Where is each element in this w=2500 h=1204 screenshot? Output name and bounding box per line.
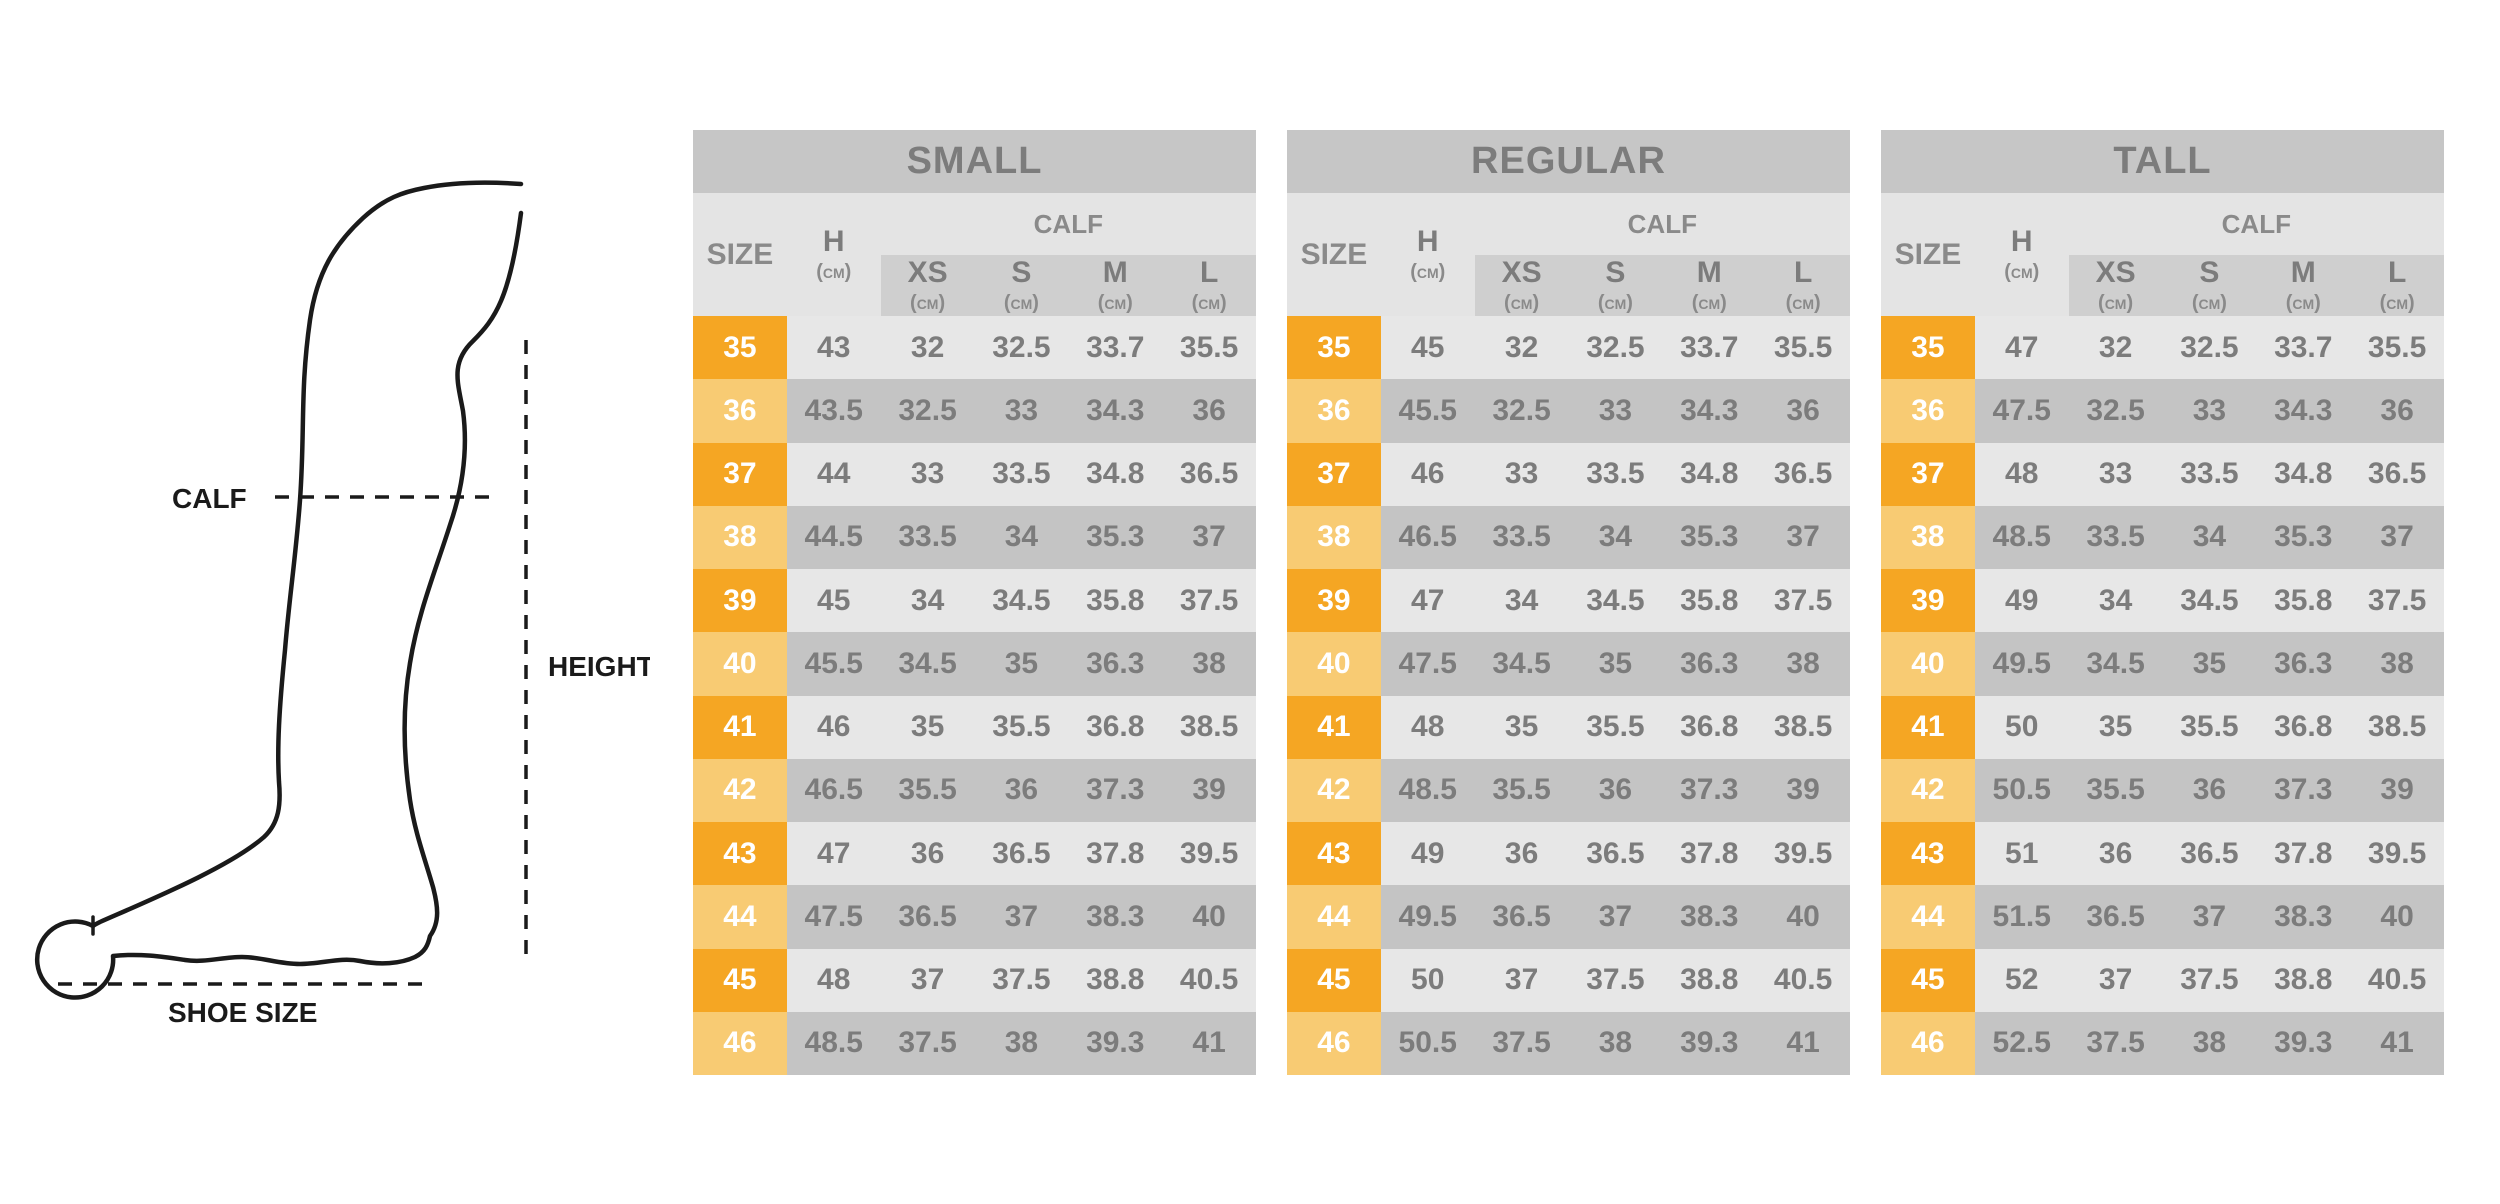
svg-text:HEIGHT: HEIGHT <box>548 651 650 682</box>
svg-text:SHOE SIZE: SHOE SIZE <box>168 997 317 1028</box>
svg-text:CALF: CALF <box>172 483 247 514</box>
